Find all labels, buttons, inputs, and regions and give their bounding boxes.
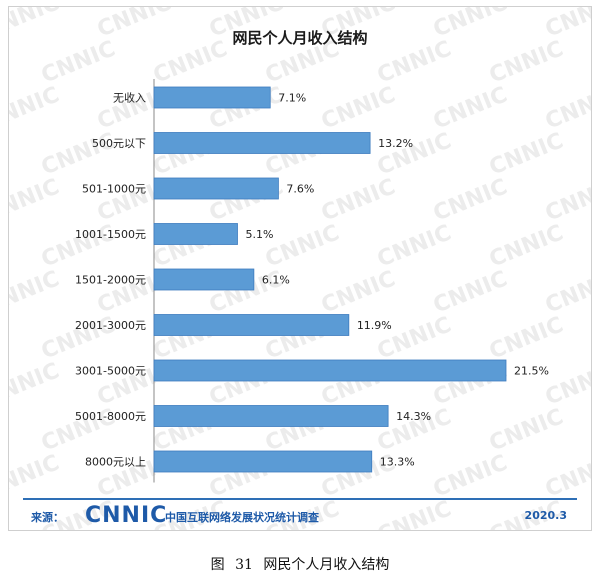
source-label: 来源： [31,511,64,524]
chart-title: 网民个人月收入结构 [232,29,368,47]
data-label: 14.3% [396,410,431,423]
cnnic-logo: CNNIC [85,503,168,528]
report-date: 2020.3 [524,509,567,522]
bar [153,359,507,382]
footer-divider [23,498,577,500]
data-label: 11.9% [357,319,392,332]
data-label: 7.1% [278,92,306,105]
bar [153,177,279,200]
bar [153,132,371,154]
chart-frame: CNNIC CNNIC CNNIC CNNIC CNNIC CNNIC CNNIC CNNIC… [8,6,592,531]
bar [153,405,389,427]
bar [153,314,350,336]
source-footer: 来源： CNNIC 中国互联网络发展状况统计调查 2020.3 [9,503,591,528]
category-label: 5001-8000元 [75,410,146,423]
category-label: 501-1000元 [82,183,146,196]
category-label: 1001-1500元 [75,228,146,241]
category-label: 2001-3000元 [75,319,146,332]
category-label: 1501-2000元 [75,274,146,287]
bar [153,450,373,473]
data-label: 6.1% [262,274,290,287]
data-label: 7.6% [286,183,314,196]
data-label: 5.1% [245,228,273,241]
bar [153,86,271,109]
bar-chart: 无收入 7.1% 500元以下 13.2% 501-1000元 7.6% 1001-1500… [75,79,549,483]
data-label: 13.3% [380,456,415,469]
data-label: 13.2% [378,137,413,150]
category-label: 500元以下 [92,137,146,150]
category-label: 3001-5000元 [75,365,146,378]
bar [153,223,238,245]
figure-caption: 图 31 网民个人月收入结构 [210,557,390,573]
data-label: 21.5% [514,365,549,378]
survey-org-name: 中国互联网络发展状况统计调查 [165,511,319,524]
category-label: 无收入 [113,91,146,105]
category-label: 8000元以上 [85,456,146,469]
bar [153,268,255,291]
